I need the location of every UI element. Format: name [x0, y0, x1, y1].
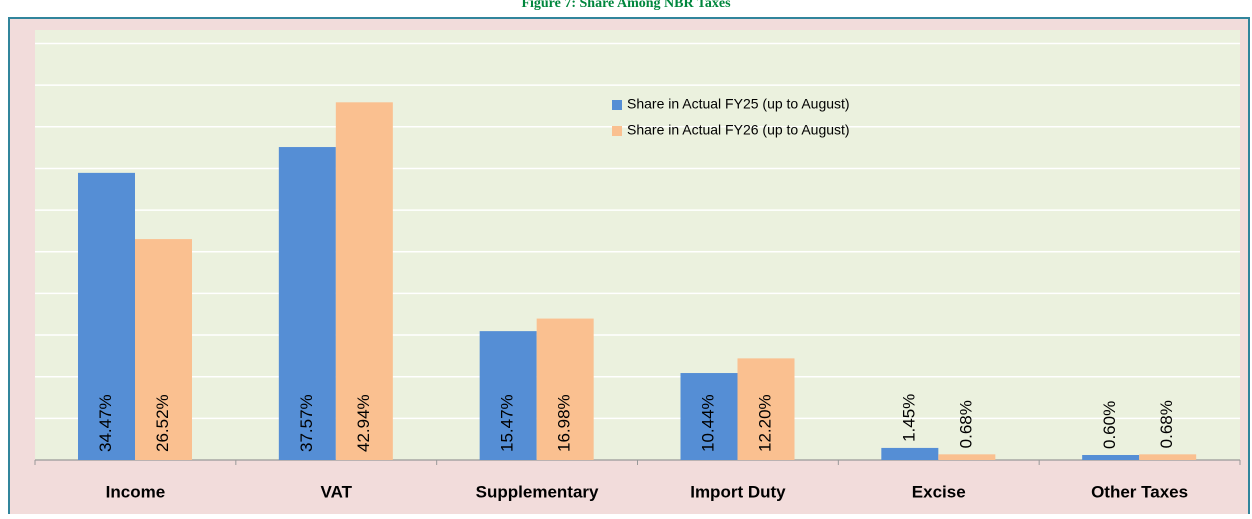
- bar: [1139, 454, 1197, 460]
- data-label: 10.44%: [698, 394, 717, 452]
- legend-label: Share in Actual FY25 (up to August): [627, 96, 850, 112]
- bar: [680, 373, 738, 460]
- legend-swatch: [612, 126, 622, 136]
- bar: [1082, 455, 1140, 460]
- x-tick-label: VAT: [321, 482, 353, 501]
- data-label: 37.57%: [297, 394, 316, 452]
- data-label: 16.98%: [555, 394, 574, 452]
- x-tick-label: Excise: [912, 482, 966, 501]
- x-tick-label: Income: [106, 482, 166, 501]
- x-tick-label: Supplementary: [476, 482, 599, 501]
- legend-swatch: [612, 100, 622, 110]
- data-label: 0.60%: [1100, 401, 1119, 449]
- x-tick-label: Import Duty: [690, 482, 786, 501]
- bar: [737, 358, 795, 460]
- bar: [881, 447, 939, 460]
- bar: [135, 239, 192, 460]
- data-label: 42.94%: [354, 394, 373, 452]
- x-tick-label: Other Taxes: [1091, 482, 1188, 501]
- data-label: 0.68%: [1157, 400, 1176, 448]
- chart-title: Figure 7: Share Among NBR Taxes: [521, 0, 731, 11]
- legend-label: Share in Actual FY26 (up to August): [627, 122, 850, 138]
- bar: [335, 102, 393, 460]
- bar: [938, 454, 996, 460]
- data-label: 12.20%: [755, 394, 774, 452]
- data-label: 0.68%: [956, 400, 975, 448]
- data-label: 26.52%: [153, 394, 172, 452]
- plot-area: [35, 30, 1240, 460]
- data-label: 34.47%: [96, 394, 115, 452]
- bar: [278, 147, 336, 460]
- data-label: 1.45%: [899, 394, 918, 442]
- data-label: 15.47%: [498, 394, 517, 452]
- bar: [78, 172, 135, 460]
- bar: [479, 331, 537, 460]
- bar: [536, 318, 594, 460]
